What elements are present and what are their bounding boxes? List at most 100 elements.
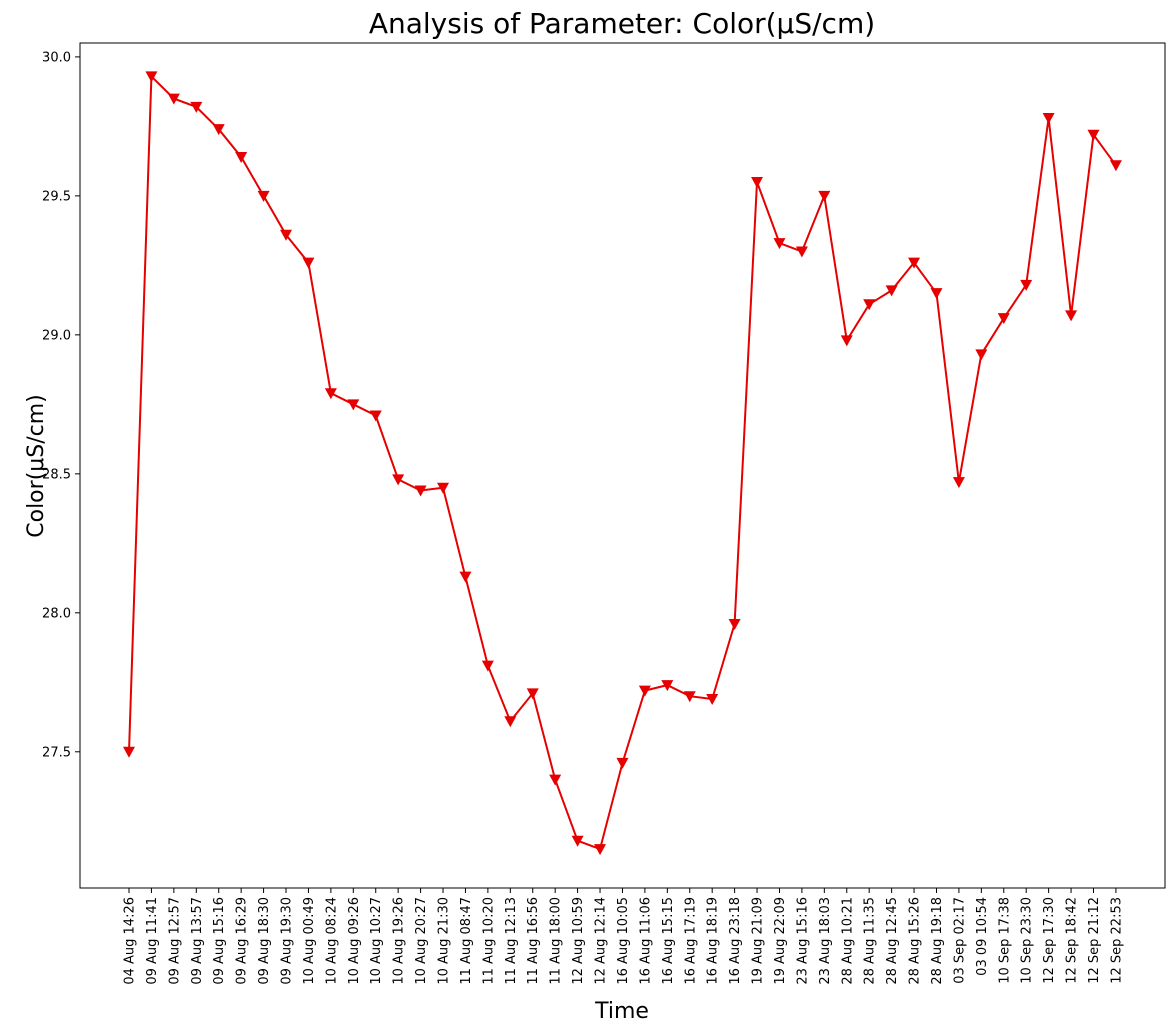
data-point-marker [549, 774, 562, 786]
x-tick-label: 16 Aug 11:06 [638, 897, 653, 985]
data-point-marker [414, 485, 427, 497]
x-axis-label: Time [594, 999, 649, 1024]
data-point-marker [975, 349, 988, 361]
x-tick-label: 12 Aug 12:14 [594, 897, 609, 985]
x-tick-label: 11 Aug 18:00 [549, 897, 564, 985]
x-tick-label: 10 Aug 09:26 [347, 897, 362, 985]
x-tick-label: 16 Aug 23:18 [728, 897, 743, 985]
data-point-marker [751, 176, 764, 188]
x-tick-label: 04 Aug 14:26 [123, 897, 138, 985]
data-point-marker [795, 246, 808, 258]
data-point-marker [840, 335, 853, 347]
x-tick-label: 03 Sep 02:17 [952, 897, 967, 984]
x-tick-label: 19 Aug 21:09 [751, 897, 766, 985]
data-point-marker [594, 844, 607, 856]
data-point-marker [773, 238, 786, 250]
data-point-marker [324, 388, 337, 400]
data-point-marker [1109, 160, 1122, 172]
x-tick-label: 11 Aug 12:13 [504, 897, 519, 985]
data-point-marker [504, 716, 517, 728]
data-point-marker [302, 257, 315, 269]
data-point-marker [257, 190, 270, 202]
x-tick-label: 16 Aug 10:05 [616, 897, 631, 985]
data-point-marker [235, 151, 248, 163]
data-point-marker [437, 482, 450, 494]
data-point-marker [459, 571, 472, 583]
x-tick-label: 03 09 10:54 [975, 897, 990, 976]
data-point-marker [167, 93, 180, 105]
x-tick-label: 09 Aug 12:57 [167, 897, 182, 985]
x-tick-label: 10 Aug 00:49 [302, 897, 317, 985]
data-point-marker [885, 285, 898, 297]
x-tick-label: 12 Sep 18:42 [1065, 897, 1080, 984]
x-tick-label: 09 Aug 18:30 [257, 897, 272, 985]
x-tick-label: 10 Aug 10:27 [369, 897, 384, 985]
x-tick-label: 28 Aug 15:26 [908, 897, 923, 985]
data-point-marker [280, 229, 293, 241]
data-point-marker [818, 190, 831, 202]
data-point-marker [571, 835, 584, 847]
y-tick-label: 29.0 [42, 328, 71, 343]
data-point-marker [145, 71, 158, 83]
y-axis: 27.5 28.0 28.5 29.0 29.5 30.0 [42, 50, 80, 760]
x-tick-label: 16 Aug 17:19 [683, 897, 698, 985]
data-point-marker [212, 124, 225, 136]
x-tick-label: 28 Aug 12:45 [885, 897, 900, 985]
x-tick-label: 10 Sep 17:38 [997, 897, 1012, 984]
data-point-marker [392, 474, 405, 486]
x-tick-label: 09 Aug 13:57 [190, 897, 205, 985]
data-point-marker [683, 691, 696, 703]
data-point-marker [1087, 129, 1100, 141]
x-tick-label: 12 Aug 10:59 [571, 897, 586, 985]
y-axis-label: Color(μS/cm) [24, 394, 49, 538]
x-tick-label: 12 Sep 21:12 [1087, 897, 1102, 984]
data-point-marker [952, 477, 965, 489]
x-tick-label: 19 Aug 22:09 [773, 897, 788, 985]
x-tick-label: 16 Aug 15:15 [661, 897, 676, 985]
data-markers [123, 71, 1122, 856]
x-tick-label: 11 Aug 08:47 [459, 897, 474, 985]
data-point-marker [661, 680, 674, 692]
y-tick-label: 27.5 [42, 745, 71, 760]
x-tick-label: 16 Aug 18:19 [706, 897, 721, 985]
x-tick-label: 23 Aug 15:16 [795, 897, 810, 985]
data-point-marker [863, 299, 876, 311]
data-point-marker [1065, 310, 1078, 322]
data-point-marker [616, 757, 629, 769]
x-tick-label: 23 Aug 18:03 [818, 897, 833, 985]
y-tick-label: 30.0 [42, 50, 71, 65]
data-point-marker [638, 685, 651, 697]
x-tick-label: 11 Aug 10:20 [481, 897, 496, 985]
data-point-marker [190, 101, 203, 113]
data-point-marker [481, 660, 494, 672]
x-tick-label: 10 Aug 20:27 [414, 897, 429, 985]
data-point-marker [706, 693, 719, 705]
x-tick-label: 09 Aug 11:41 [145, 897, 160, 985]
x-tick-label: 10 Aug 21:30 [437, 897, 452, 985]
data-point-marker [123, 746, 135, 758]
x-tick-label: 09 Aug 16:29 [235, 897, 250, 985]
data-point-marker [1042, 113, 1055, 125]
y-tick-label: 28.5 [42, 467, 71, 482]
x-axis: 04 Aug 14:26 09 Aug 11:41 09 Aug 12:57 09 A… [123, 888, 1124, 985]
x-tick-label: 09 Aug 19:30 [280, 897, 295, 985]
y-tick-label: 28.0 [42, 606, 71, 621]
data-point-marker [930, 288, 943, 300]
chart-title: Analysis of Parameter: Color(μS/cm) [369, 7, 875, 40]
data-point-marker [1020, 279, 1033, 291]
x-tick-label: 10 Sep 23:30 [1020, 897, 1035, 984]
x-tick-label: 12 Sep 22:53 [1109, 897, 1124, 984]
data-point-marker [347, 399, 360, 411]
x-tick-label: 10 Aug 08:24 [324, 897, 339, 985]
data-point-marker [369, 410, 382, 422]
series-line [128, 74, 1117, 851]
x-tick-label: 12 Sep 17:30 [1042, 897, 1057, 984]
x-tick-label: 28 Aug 11:35 [863, 897, 878, 985]
x-tick-label: 28 Aug 10:21 [840, 897, 855, 985]
x-tick-label: 09 Aug 15:16 [212, 897, 227, 985]
x-tick-label: 28 Aug 19:18 [930, 897, 945, 985]
y-tick-label: 29.5 [42, 189, 71, 204]
x-tick-label: 11 Aug 16:56 [526, 897, 541, 985]
data-point-marker [997, 313, 1010, 325]
